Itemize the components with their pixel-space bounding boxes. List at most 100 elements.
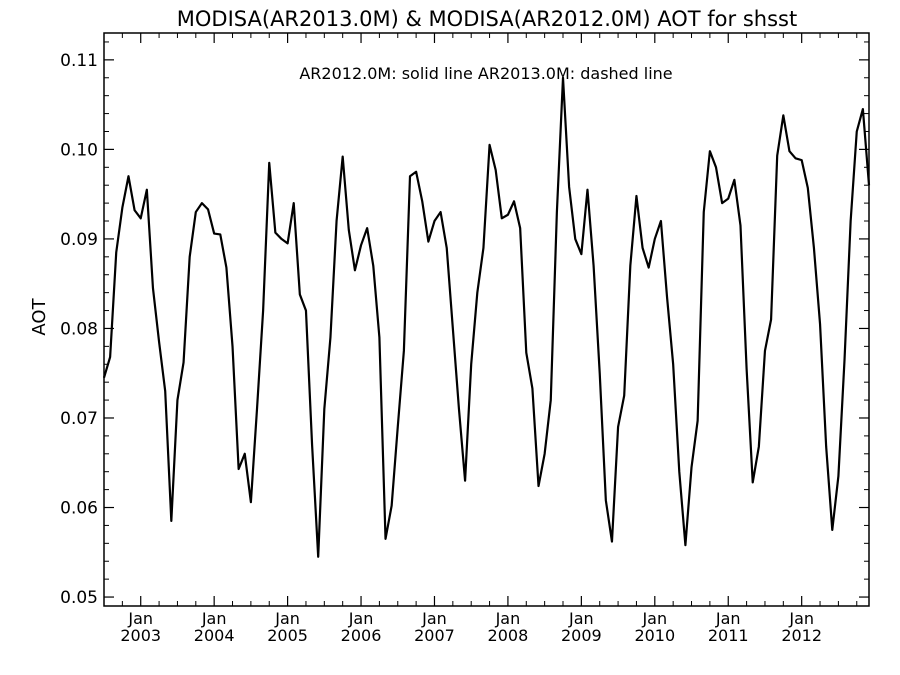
series-layer <box>102 76 871 558</box>
data-point <box>366 227 368 229</box>
data-point <box>654 238 656 240</box>
data-point <box>593 265 595 267</box>
data-point <box>862 108 864 110</box>
data-point <box>629 265 631 267</box>
data-point <box>703 211 705 213</box>
data-point <box>813 247 815 249</box>
data-point <box>262 309 264 312</box>
data-point <box>415 171 417 173</box>
y-tick-label: 0.08 <box>60 319 98 339</box>
data-point <box>623 395 625 397</box>
data-point <box>458 408 460 410</box>
data-point <box>189 256 191 258</box>
data-point <box>537 485 540 487</box>
data-point <box>794 157 797 159</box>
data-point <box>831 529 833 531</box>
data-point <box>464 480 466 482</box>
data-point <box>329 336 332 339</box>
x-tick-label-year: 2006 <box>341 626 382 645</box>
data-point <box>384 538 387 540</box>
x-tick-label-year: 2012 <box>781 626 822 645</box>
data-point <box>164 390 166 392</box>
y-tick-label: 0.07 <box>60 409 98 429</box>
data-point <box>641 247 644 249</box>
data-point <box>195 211 197 213</box>
data-point <box>201 202 203 204</box>
x-tick-label-month: Jan <box>201 609 227 628</box>
data-point <box>140 217 142 219</box>
data-point <box>556 211 558 213</box>
data-point <box>182 361 185 364</box>
data-point <box>684 544 687 546</box>
data-point <box>788 150 791 152</box>
data-point <box>207 208 209 210</box>
data-point <box>274 232 276 234</box>
data-point <box>782 114 784 116</box>
data-point <box>746 368 748 370</box>
data-point <box>868 184 870 186</box>
data-point <box>635 195 638 197</box>
data-point <box>488 144 491 146</box>
data-point <box>176 399 179 401</box>
data-point <box>672 363 674 365</box>
data-point <box>721 202 723 204</box>
data-point <box>648 266 650 269</box>
data-point <box>323 408 325 410</box>
data-point <box>843 359 846 361</box>
data-point <box>470 363 472 365</box>
data-point <box>758 446 760 448</box>
data-point <box>293 202 295 204</box>
data-point <box>605 499 607 501</box>
data-point <box>697 420 699 422</box>
data-point <box>335 220 338 222</box>
data-point <box>476 292 478 294</box>
data-point <box>850 220 852 222</box>
plot-frame <box>103 32 870 607</box>
y-tick-label: 0.10 <box>60 140 98 160</box>
axes-layer: 0.050.060.070.080.090.100.11Jan2003Jan20… <box>60 33 869 645</box>
data-point <box>103 377 105 379</box>
chart-annotation: AR2012.0M: solid line AR2013.0M: dashed … <box>299 64 672 83</box>
data-point <box>733 179 735 181</box>
x-tick-label-month: Jan <box>348 609 374 628</box>
data-point <box>127 175 130 177</box>
data-point <box>268 162 270 164</box>
data-point <box>495 169 497 171</box>
data-point <box>121 206 123 209</box>
data-point <box>727 198 729 200</box>
series-line <box>102 76 871 558</box>
data-point <box>311 444 313 446</box>
data-point <box>770 318 772 321</box>
data-point <box>856 130 858 133</box>
data-point <box>280 238 283 240</box>
data-point <box>666 296 668 298</box>
data-point <box>513 200 515 202</box>
data-point <box>452 327 454 330</box>
data-point <box>574 238 576 240</box>
y-axis-label: AOT <box>29 297 50 335</box>
data-point <box>397 426 399 428</box>
data-point <box>550 399 552 401</box>
data-point <box>825 446 827 448</box>
data-point <box>231 345 234 347</box>
x-tick-label-month: Jan <box>274 609 300 628</box>
y-tick-label: 0.09 <box>60 230 98 250</box>
data-point <box>391 505 393 507</box>
data-point <box>739 224 742 227</box>
data-point <box>317 556 319 558</box>
data-point <box>360 244 362 246</box>
data-point <box>238 468 240 470</box>
data-point <box>225 266 227 269</box>
x-tick-label-year: 2004 <box>194 626 235 645</box>
data-point <box>427 241 429 243</box>
x-tick-label-year: 2010 <box>634 626 675 645</box>
data-point <box>611 540 613 543</box>
data-point <box>372 265 374 267</box>
data-point <box>170 520 172 522</box>
data-point <box>433 220 436 222</box>
data-point <box>501 217 503 219</box>
x-tick-label-year: 2005 <box>267 626 308 645</box>
data-point <box>109 356 111 358</box>
x-tick-label-year: 2009 <box>561 626 602 645</box>
